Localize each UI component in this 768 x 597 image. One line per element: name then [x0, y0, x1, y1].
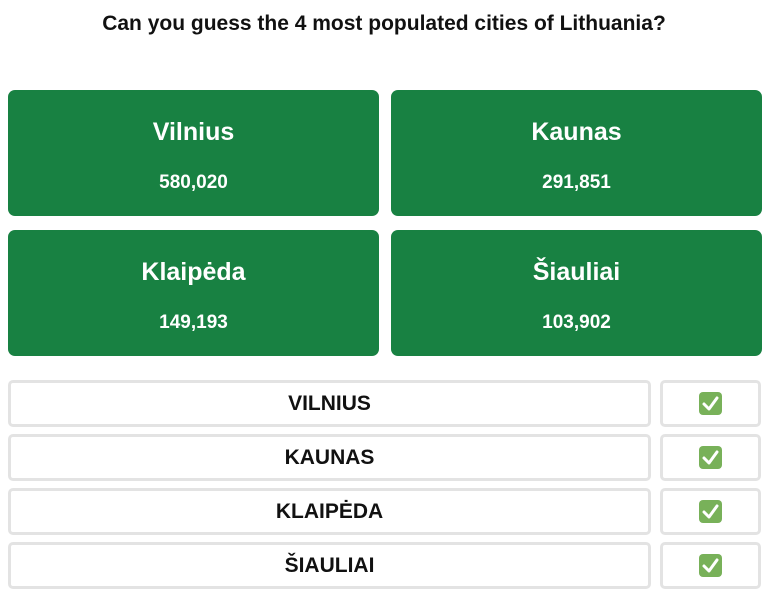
city-card: Šiauliai 103,902	[391, 230, 762, 356]
city-name: Vilnius	[152, 118, 235, 146]
check-box	[660, 434, 761, 481]
city-name: Šiauliai	[532, 258, 621, 286]
city-population: 103,902	[542, 312, 611, 333]
city-name: Kaunas	[531, 118, 622, 146]
check-icon	[699, 500, 722, 523]
city-population: 149,193	[159, 312, 228, 333]
check-icon	[699, 446, 722, 469]
check-icon	[699, 554, 722, 577]
city-name: Klaipėda	[141, 258, 246, 286]
city-card: Klaipėda 149,193	[8, 230, 379, 356]
city-card: Kaunas 291,851	[391, 90, 762, 216]
check-box	[660, 380, 761, 427]
guess-field[interactable]: ŠIAULIAI	[8, 542, 651, 589]
check-box	[660, 542, 761, 589]
city-population: 580,020	[159, 172, 228, 193]
guess-field[interactable]: KAUNAS	[8, 434, 651, 481]
check-box	[660, 488, 761, 535]
check-icon	[699, 392, 722, 415]
city-card: Vilnius 580,020	[8, 90, 379, 216]
guess-field[interactable]: KLAIPĖDA	[8, 488, 651, 535]
quiz-title: Can you guess the 4 most populated citie…	[102, 12, 666, 35]
guess-field[interactable]: VILNIUS	[8, 380, 651, 427]
city-population: 291,851	[542, 172, 611, 193]
